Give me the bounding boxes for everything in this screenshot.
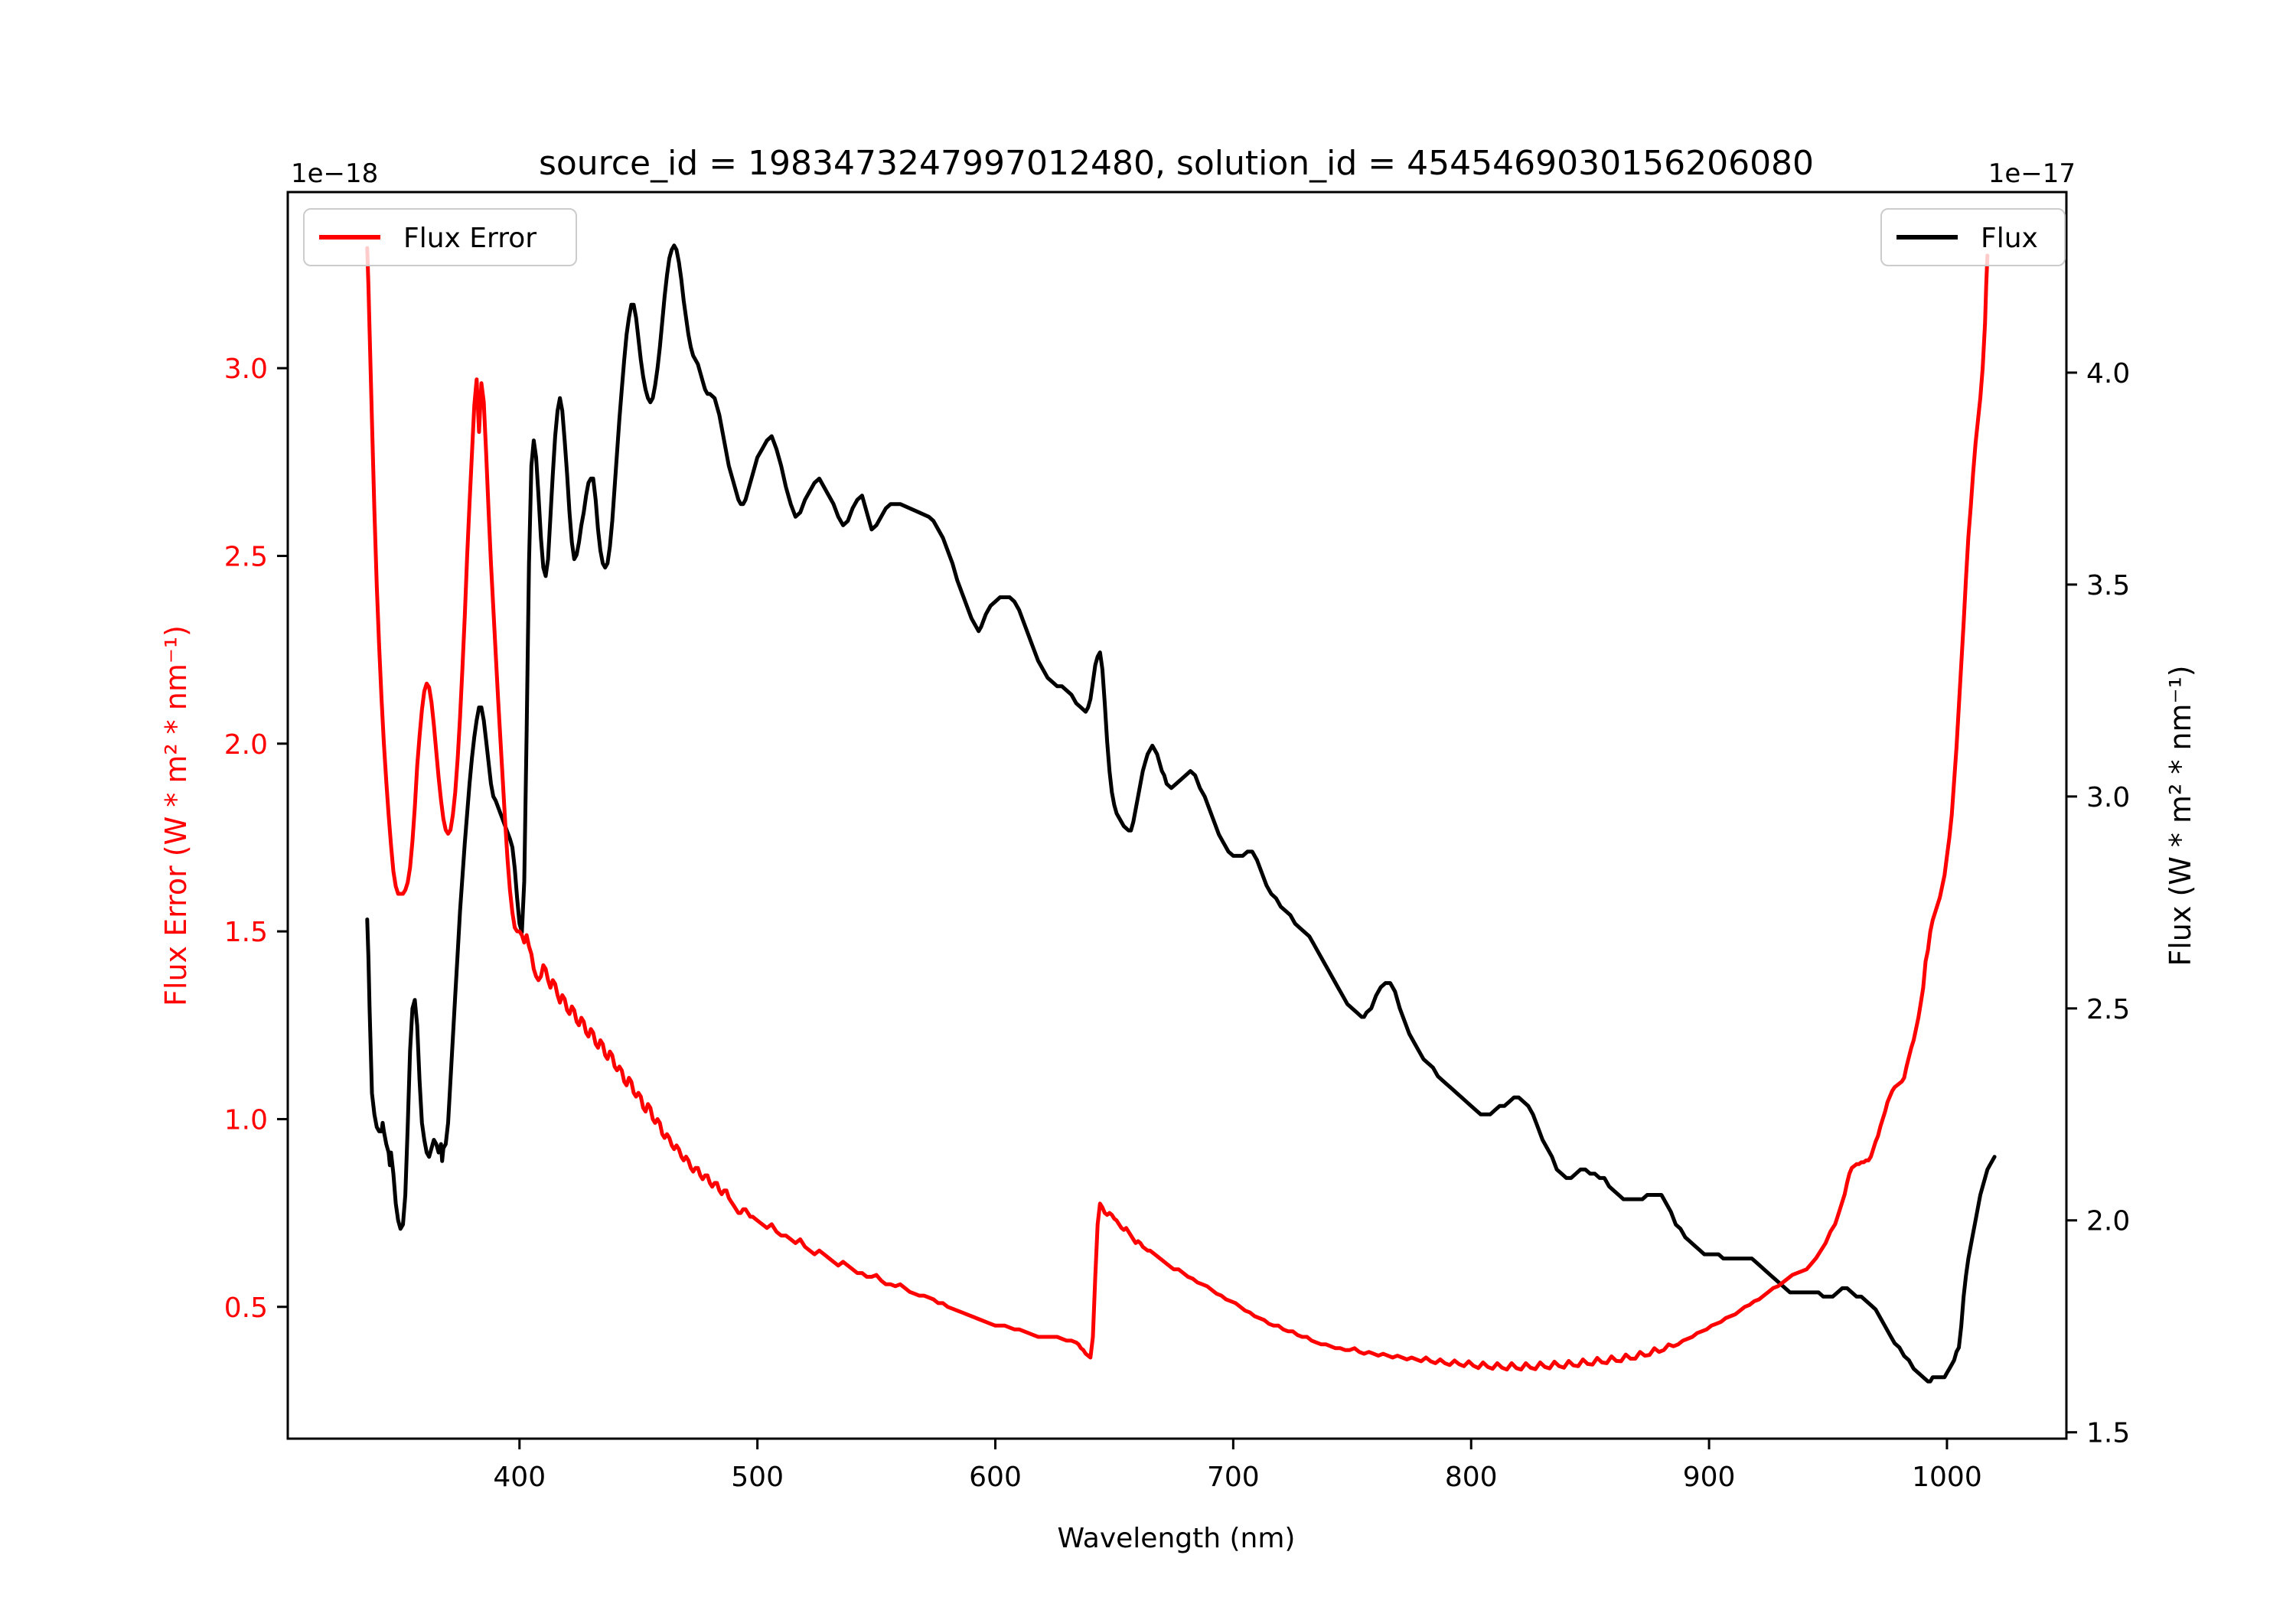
left-axis-ticks: 0.5 1.0 1.5 2.0 2.5 3.0: [224, 354, 288, 1324]
right-tick-label: 2.0: [2086, 1206, 2130, 1237]
left-tick-label: 1.0: [224, 1104, 268, 1136]
legend-flux-label: Flux: [1981, 223, 2038, 254]
left-tick-label: 2.0: [224, 729, 268, 761]
right-tick-label: 1.5: [2086, 1418, 2130, 1449]
left-tick-label: 3.0: [224, 354, 268, 385]
legend-flux-box: [1880, 208, 2066, 266]
legend-flux-error: Flux Error: [303, 208, 577, 266]
legend-flux-error-label: Flux Error: [403, 223, 536, 254]
right-tick-label: 4.0: [2086, 358, 2130, 390]
x-tick-label: 700: [1207, 1462, 1260, 1493]
right-axis-offset-text: 1e−17: [1988, 158, 2076, 189]
left-tick-label: 0.5: [224, 1292, 268, 1324]
flux-error-line: [365, 246, 1990, 1372]
x-axis-label: Wavelength (nm): [1058, 1523, 1296, 1554]
x-tick-label: 500: [731, 1462, 784, 1493]
chart-title: source_id = 1983473247997012480, solutio…: [539, 144, 1814, 183]
legend-flux: Flux: [1880, 208, 2066, 266]
right-y-axis-label: Flux (W * m² * nm⁻¹): [2164, 665, 2197, 966]
flux-line: [365, 243, 1997, 1384]
series-group: [365, 243, 1997, 1384]
x-tick-label: 1000: [1912, 1462, 1982, 1493]
left-tick-label: 2.5: [224, 541, 268, 572]
legend-flux-error-box: [303, 208, 577, 266]
x-tick-label: 400: [493, 1462, 546, 1493]
right-tick-label: 3.0: [2086, 782, 2130, 813]
left-tick-label: 1.5: [224, 917, 268, 948]
right-axis-ticks: 1.5 2.0 2.5 3.0 3.5 4.0: [2066, 358, 2130, 1449]
left-y-axis-label: Flux Error (W * m² * nm⁻¹): [159, 625, 193, 1006]
x-axis-ticks: 400 500 600 700 800 900 1000: [493, 1439, 1982, 1493]
x-tick-label: 600: [969, 1462, 1022, 1493]
left-axis-offset-text: 1e−18: [291, 158, 378, 189]
right-tick-label: 3.5: [2086, 570, 2130, 601]
plot-frame: [286, 191, 2068, 1440]
x-tick-label: 900: [1683, 1462, 1736, 1493]
x-tick-label: 800: [1445, 1462, 1498, 1493]
right-tick-label: 2.5: [2086, 994, 2130, 1025]
